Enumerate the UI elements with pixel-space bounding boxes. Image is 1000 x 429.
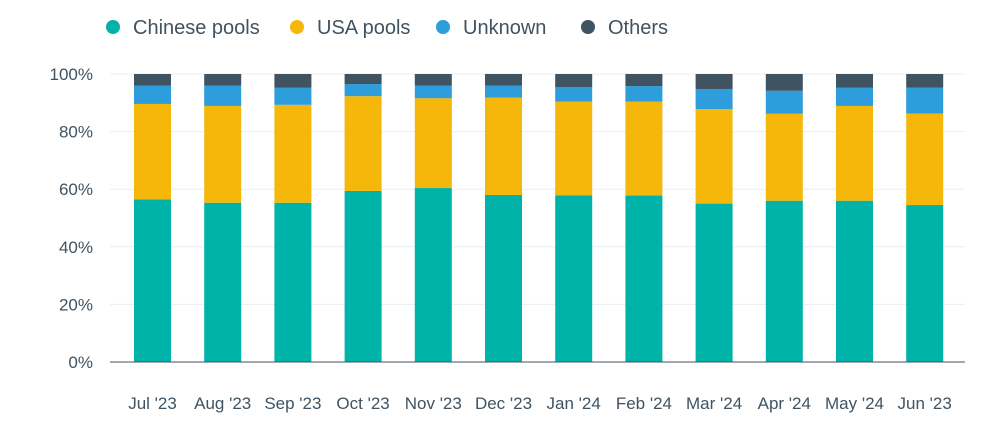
bar-segment: [204, 202, 242, 362]
legend-item: USA pools: [290, 17, 410, 39]
legend-label: Unknown: [463, 17, 546, 39]
bars: [134, 74, 944, 362]
bar-segment: [765, 90, 803, 114]
legend-swatch: [581, 20, 595, 34]
bar-segment: [625, 74, 663, 87]
bar-segment: [906, 113, 944, 206]
x-tick-label: Sep '23: [264, 394, 321, 413]
x-tick-label: Dec '23: [475, 394, 532, 413]
bar-segment: [134, 103, 171, 200]
bar-segment: [485, 194, 522, 362]
y-tick-label: 20%: [59, 295, 93, 314]
bar-segment: [836, 200, 873, 362]
bar-segment: [906, 205, 944, 362]
bar-segment: [344, 84, 382, 97]
legend-swatch: [290, 20, 304, 34]
bar-stack: [906, 74, 944, 362]
gridlines: [110, 73, 965, 305]
bar-segment: [344, 190, 382, 362]
legend-label: Chinese pools: [133, 17, 260, 39]
bar-stack: [765, 74, 803, 362]
bar-segment: [836, 105, 873, 201]
bar-segment: [414, 98, 452, 189]
bar-segment: [695, 109, 733, 204]
legend-item: Unknown: [436, 17, 546, 39]
x-tick-label: Aug '23: [194, 394, 251, 413]
bar-segment: [274, 202, 312, 362]
bar-segment: [134, 85, 171, 104]
bar-segment: [625, 86, 663, 102]
bar-segment: [695, 74, 733, 89]
bar-segment: [485, 74, 522, 86]
bar-segment: [204, 105, 242, 203]
legend-item: Others: [581, 17, 668, 39]
legend-swatch: [106, 20, 120, 34]
x-tick-label: May '24: [825, 394, 884, 413]
bar-segment: [906, 74, 944, 88]
bar-segment: [836, 74, 873, 88]
bar-segment: [906, 87, 944, 114]
bar-segment: [414, 188, 452, 362]
x-tick-label: Feb '24: [616, 394, 672, 413]
legend-label: Others: [608, 17, 668, 39]
legend-label: USA pools: [317, 17, 410, 39]
x-axis-ticks: Jul '23 Aug '23 Sep '23 Oct '23 Nov '23 Dec '…: [128, 394, 952, 413]
bar-segment: [274, 104, 312, 203]
legend-swatch: [436, 20, 450, 34]
bar-segment: [625, 195, 663, 362]
x-tick-label: Oct '23: [336, 394, 389, 413]
bar-segment: [134, 199, 171, 362]
bar-segment: [836, 87, 873, 106]
bar-stack: [344, 74, 382, 362]
y-tick-label: 100%: [50, 65, 93, 84]
bar-segment: [695, 88, 733, 110]
bar-segment: [344, 74, 382, 85]
y-tick-label: 60%: [59, 180, 93, 199]
bar-segment: [204, 85, 242, 106]
bar-stack: [836, 74, 873, 362]
bar-segment: [555, 195, 593, 362]
bar-segment: [485, 97, 522, 195]
bar-segment: [555, 101, 593, 196]
bar-segment: [134, 74, 171, 86]
bar-stack: [625, 74, 663, 362]
bar-segment: [274, 87, 312, 105]
bar-segment: [204, 74, 242, 86]
bar-segment: [765, 74, 803, 91]
bar-segment: [765, 200, 803, 362]
bar-segment: [555, 74, 593, 88]
y-tick-label: 0%: [68, 353, 93, 372]
x-tick-label: Mar '24: [686, 394, 742, 413]
bar-segment: [485, 85, 522, 98]
legend: Chinese pools USA pools Unknown Others: [106, 17, 668, 39]
y-tick-label: 80%: [59, 123, 93, 142]
bar-segment: [765, 113, 803, 201]
bar-stack: [695, 74, 733, 362]
bar-segment: [695, 203, 733, 362]
bar-stack: [414, 74, 452, 362]
bar-segment: [414, 74, 452, 86]
bar-segment: [414, 85, 452, 99]
x-tick-label: Jan '24: [547, 394, 601, 413]
bar-segment: [625, 101, 663, 196]
bar-segment: [555, 87, 593, 102]
bar-stack: [555, 74, 593, 362]
bar-stack: [204, 74, 242, 362]
y-axis-ticks: 0% 20% 40% 60% 80% 100%: [50, 65, 93, 372]
x-tick-label: Jun '23: [898, 394, 952, 413]
x-tick-label: Jul '23: [128, 394, 177, 413]
y-tick-label: 40%: [59, 238, 93, 257]
bar-segment: [344, 96, 382, 191]
x-tick-label: Nov '23: [405, 394, 462, 413]
bar-stack: [485, 74, 522, 362]
legend-item: Chinese pools: [106, 17, 260, 39]
bar-stack: [134, 74, 171, 362]
x-tick-label: Apr '24: [758, 394, 811, 413]
bar-stack: [274, 74, 312, 362]
bar-segment: [274, 74, 312, 88]
